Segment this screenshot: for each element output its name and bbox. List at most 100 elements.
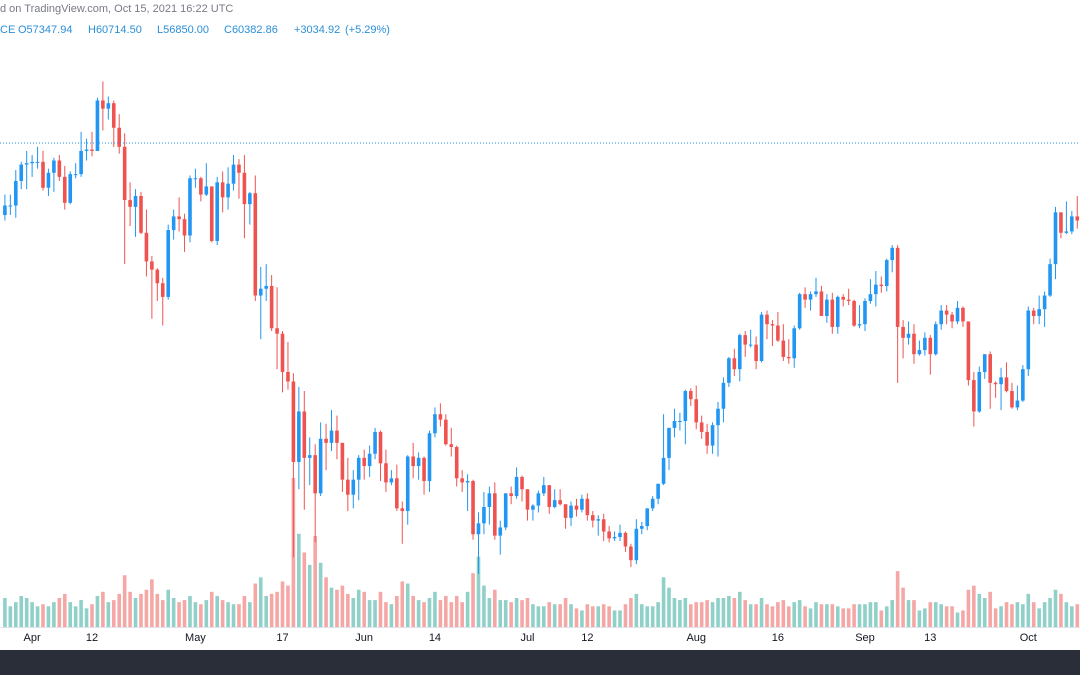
candle-body — [155, 269, 160, 284]
volume-bar — [1010, 604, 1014, 627]
candle-body — [3, 205, 7, 216]
volume-bar — [906, 600, 911, 627]
volume-bar — [395, 595, 399, 627]
volume-bar — [683, 598, 688, 627]
candle-body — [531, 505, 535, 510]
volume-bar — [226, 602, 230, 627]
candle-body — [400, 508, 405, 512]
volume-bar — [449, 602, 454, 627]
candle-body — [177, 216, 181, 220]
candle-body — [220, 182, 225, 198]
volume-bar — [999, 606, 1003, 627]
candle-body — [928, 337, 933, 355]
volume-bar — [24, 598, 29, 627]
volume-bar — [111, 600, 116, 627]
volume-bar — [667, 587, 671, 627]
header-symbol: CE — [0, 24, 15, 36]
candle-body — [525, 489, 530, 510]
volume-bar — [623, 604, 628, 627]
candle-body — [547, 485, 552, 507]
candle-body — [411, 456, 415, 467]
candle-body — [351, 479, 356, 495]
candle-body — [656, 483, 660, 499]
candle-body — [111, 103, 116, 128]
candle-body — [890, 247, 894, 261]
candle-body — [117, 127, 122, 147]
volume-bar — [699, 602, 704, 627]
volume-bar — [340, 585, 345, 627]
volume-bar — [944, 606, 949, 627]
volume-bar — [531, 604, 535, 627]
volume-bar — [351, 598, 356, 627]
volume-bar — [721, 598, 726, 627]
volume-bar — [84, 608, 89, 627]
candle-body — [879, 284, 884, 286]
volume-bar — [852, 604, 856, 627]
volume-bar — [286, 585, 290, 627]
candle-body — [808, 294, 813, 300]
volume-bar — [629, 598, 633, 627]
candle-body — [792, 328, 797, 359]
header-open: O57347.94 — [18, 24, 72, 36]
candle-body — [95, 100, 100, 151]
volume-bar — [199, 604, 203, 627]
candle-body — [993, 382, 998, 385]
candle-body — [52, 160, 56, 173]
volume-bar — [405, 583, 410, 627]
volume-bar — [574, 608, 579, 627]
volume-bar — [770, 606, 775, 627]
volume-bar — [803, 606, 807, 627]
candle-body — [803, 294, 807, 300]
volume-bar — [1053, 589, 1058, 627]
candle-body — [852, 300, 856, 326]
candle-body — [340, 442, 345, 480]
volume-bar — [237, 604, 241, 627]
volume-bar — [411, 595, 415, 627]
volume-bar — [781, 600, 786, 627]
bottom-strip — [0, 650, 1080, 675]
candle-body — [73, 174, 78, 176]
candle-body — [727, 358, 731, 383]
volume-bar — [280, 581, 285, 627]
candle-body — [324, 438, 328, 443]
volume-bar — [727, 595, 731, 627]
candle-body — [144, 232, 149, 262]
volume-bar — [356, 589, 361, 627]
candle-body — [30, 161, 34, 164]
volume-bar — [514, 598, 519, 627]
volume-bar — [874, 602, 878, 627]
volume-bar — [737, 591, 742, 627]
candle-body — [972, 380, 976, 412]
volume-bar — [656, 602, 660, 627]
candle-body — [275, 328, 279, 334]
volume-bar — [133, 598, 138, 627]
volume-bar — [1075, 604, 1080, 627]
candle-body — [917, 350, 922, 355]
candle-body — [552, 500, 557, 507]
volume-bar — [759, 598, 764, 627]
candle-body — [35, 161, 40, 163]
candle-body — [912, 333, 916, 355]
volume-bar — [542, 606, 546, 627]
candle-body — [199, 178, 203, 195]
volume-bar — [62, 593, 67, 627]
candle-body — [367, 453, 372, 467]
candle-body — [650, 498, 655, 509]
volume-bar — [835, 606, 840, 627]
volume-bar — [242, 595, 247, 627]
candle-body — [601, 519, 606, 532]
volume-bar — [748, 604, 753, 627]
volume-bar — [645, 606, 650, 627]
candle-body — [215, 182, 219, 241]
candle-body — [591, 515, 595, 521]
volume-bar — [797, 600, 802, 627]
volume-bar — [977, 593, 982, 627]
volume-bar — [863, 604, 867, 627]
candle-body — [634, 528, 639, 561]
volume-bar — [808, 608, 813, 627]
candle-body — [667, 427, 671, 458]
volume-bar — [79, 600, 83, 627]
volume-bar — [166, 589, 171, 627]
x-tick-label: 13 — [924, 632, 936, 644]
